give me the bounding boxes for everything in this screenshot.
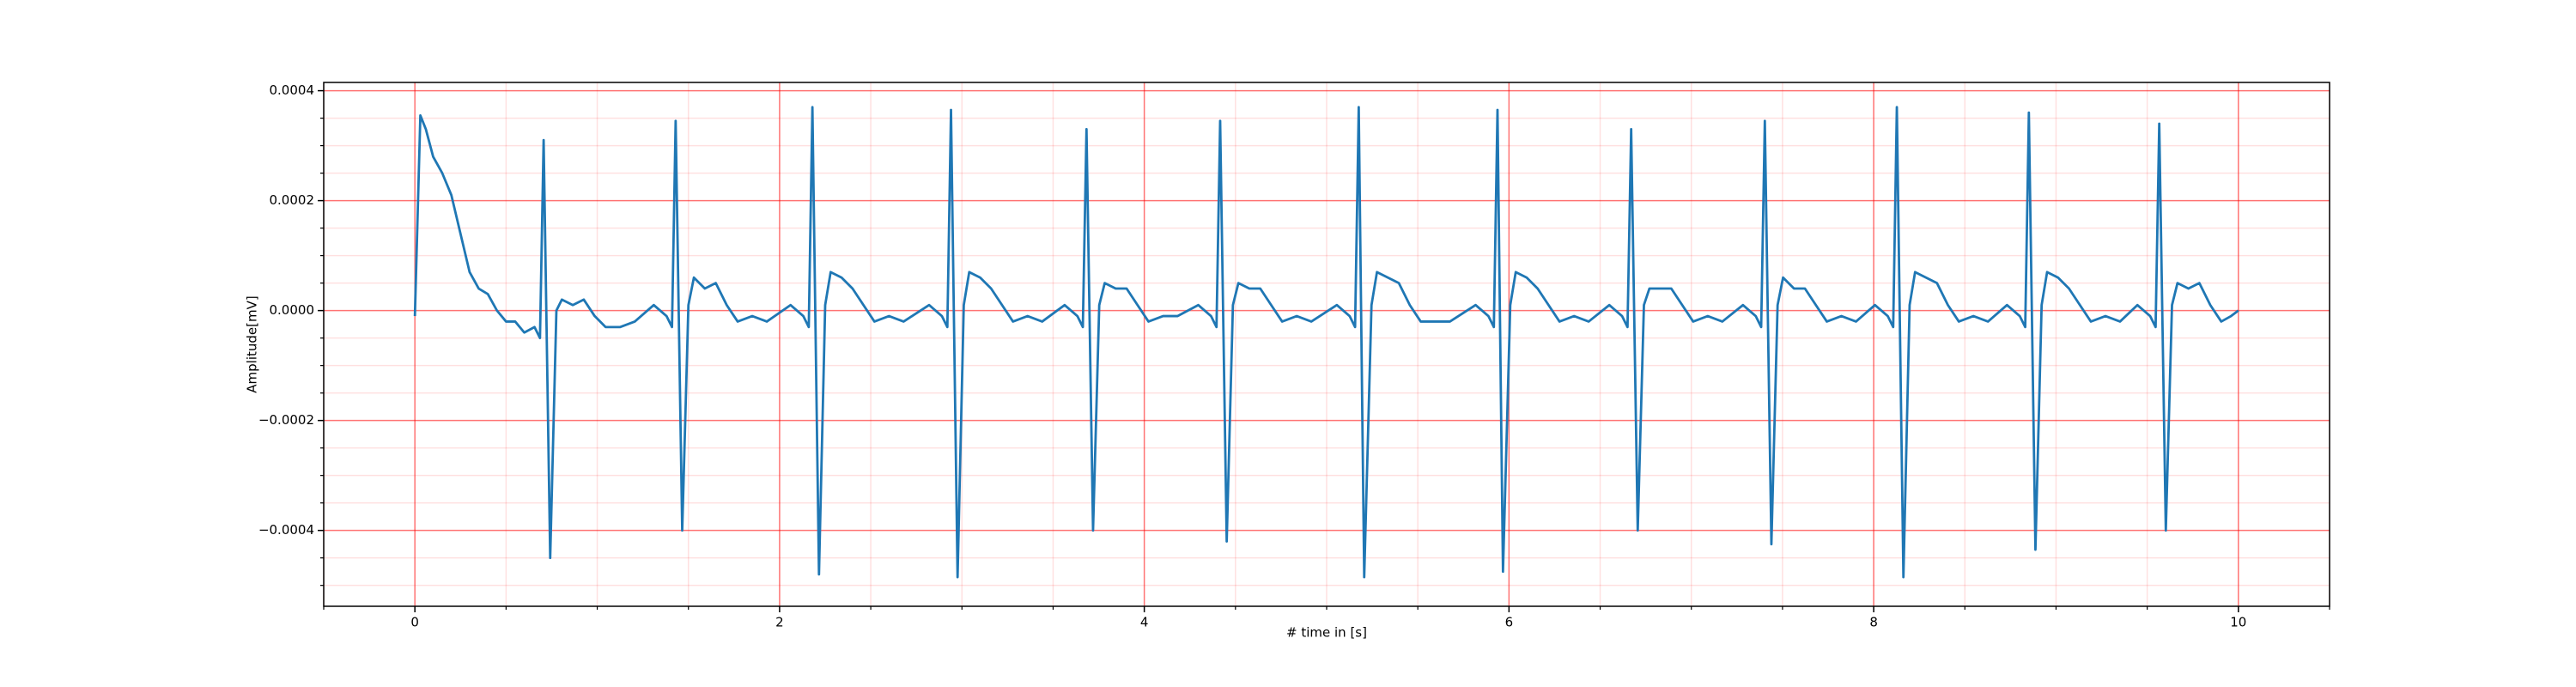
plot-frame [323, 82, 2330, 607]
x-axis-label: # time in [s] [1286, 625, 1367, 641]
y-tick-label: 0.0004 [270, 82, 315, 98]
x-tick-label: 6 [1505, 615, 1514, 630]
y-tick-label: −0.0002 [258, 412, 314, 428]
signal-line [413, 106, 2239, 579]
y-tick-label: 0.0000 [270, 302, 315, 318]
x-tick-label: 0 [410, 615, 419, 630]
x-tick-label: 2 [775, 615, 784, 630]
y-axis-label: Amplitude[mV] [245, 295, 260, 392]
x-tick-label: 4 [1140, 615, 1149, 630]
y-tick-label: 0.0002 [270, 192, 315, 208]
x-tick-label: 8 [1869, 615, 1878, 630]
x-tick-label: 10 [2230, 615, 2246, 630]
y-tick-label: −0.0004 [258, 522, 314, 538]
